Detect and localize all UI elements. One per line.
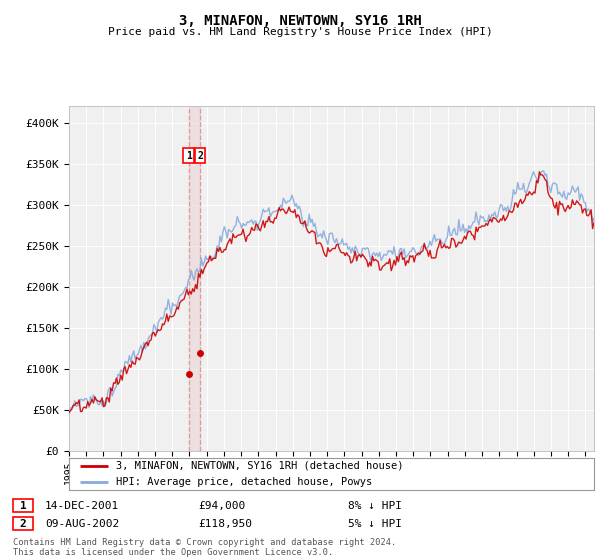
Text: £118,950: £118,950: [198, 519, 252, 529]
Text: 1: 1: [186, 151, 192, 161]
Text: 1: 1: [20, 501, 26, 511]
Text: Contains HM Land Registry data © Crown copyright and database right 2024.
This d: Contains HM Land Registry data © Crown c…: [13, 538, 397, 557]
Text: 09-AUG-2002: 09-AUG-2002: [45, 519, 119, 529]
Text: 2: 2: [197, 151, 203, 161]
Text: Price paid vs. HM Land Registry's House Price Index (HPI): Price paid vs. HM Land Registry's House …: [107, 27, 493, 38]
Text: 3, MINAFON, NEWTOWN, SY16 1RH: 3, MINAFON, NEWTOWN, SY16 1RH: [179, 14, 421, 28]
Text: HPI: Average price, detached house, Powys: HPI: Average price, detached house, Powy…: [116, 477, 373, 487]
Text: £94,000: £94,000: [198, 501, 245, 511]
Bar: [189, 106, 200, 451]
Text: 2: 2: [20, 519, 26, 529]
Text: 5% ↓ HPI: 5% ↓ HPI: [348, 519, 402, 529]
Text: 3, MINAFON, NEWTOWN, SY16 1RH (detached house): 3, MINAFON, NEWTOWN, SY16 1RH (detached …: [116, 461, 404, 470]
Text: 14-DEC-2001: 14-DEC-2001: [45, 501, 119, 511]
Text: 8% ↓ HPI: 8% ↓ HPI: [348, 501, 402, 511]
